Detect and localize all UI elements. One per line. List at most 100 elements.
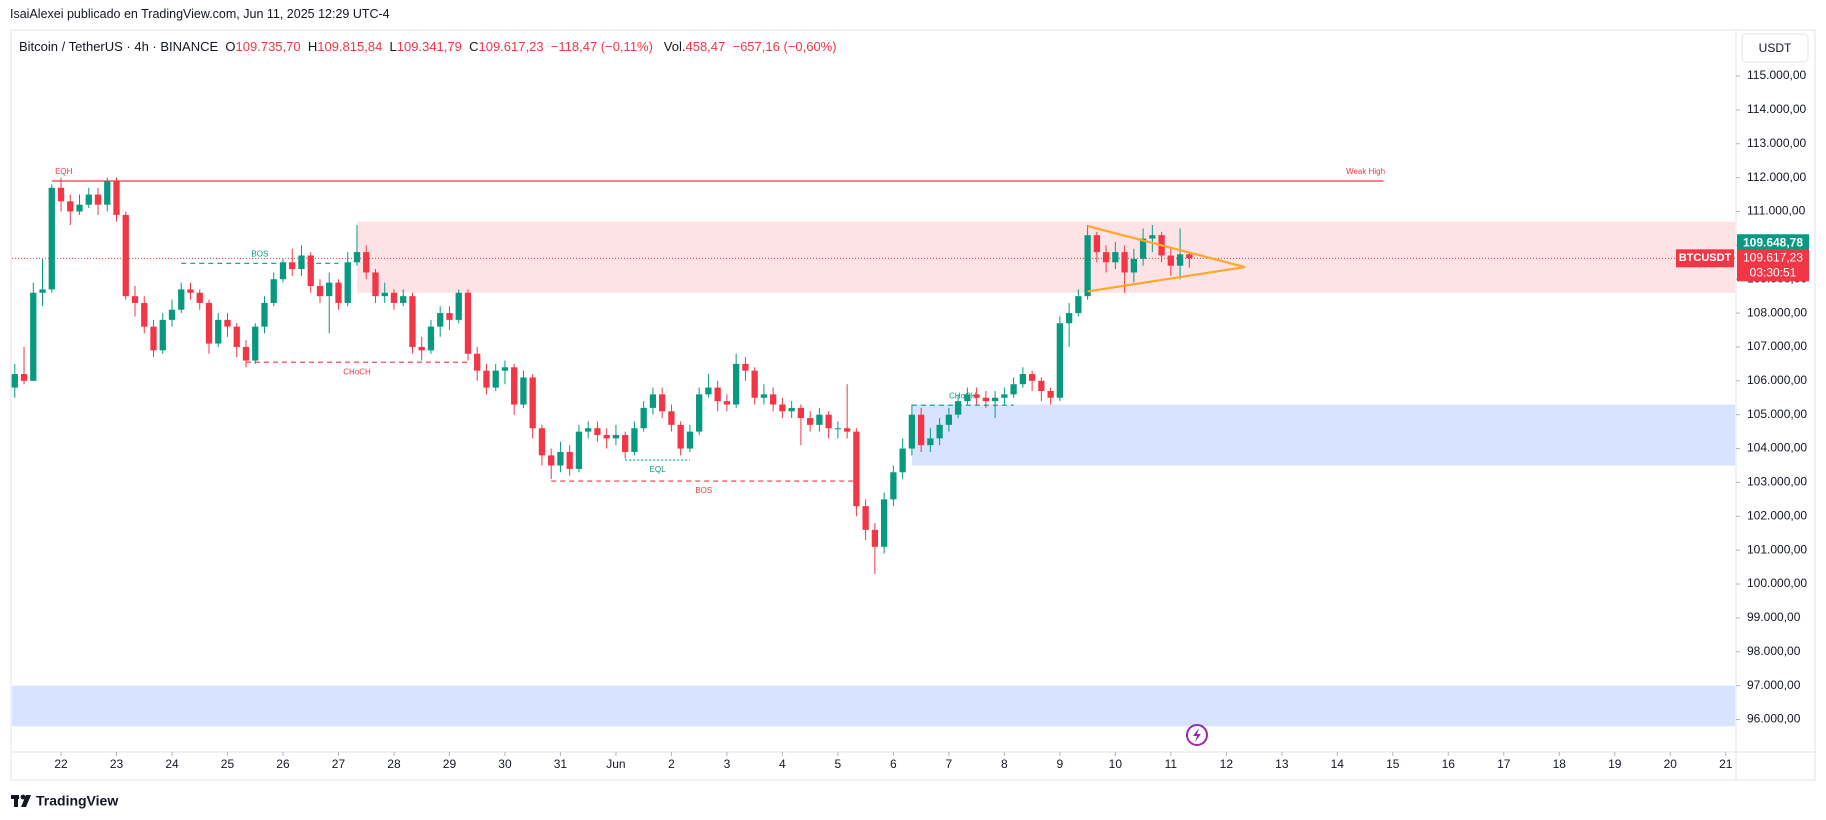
candle-body xyxy=(834,428,842,430)
candle-body xyxy=(57,187,65,202)
candle-body xyxy=(594,428,601,436)
level-label: CHoCH xyxy=(343,367,371,376)
candle-body xyxy=(400,296,407,303)
candle-body xyxy=(270,279,277,303)
x-tick-label: 17 xyxy=(1497,757,1511,771)
candle-body xyxy=(1186,254,1193,259)
candle-body xyxy=(307,255,314,286)
x-tick-label: 4 xyxy=(779,757,786,771)
candle-body xyxy=(696,394,703,432)
candle-body xyxy=(1001,394,1008,398)
zone xyxy=(911,404,1735,466)
ohlc-value: 109.617,23 xyxy=(478,39,544,54)
y-tick-label: 104.000,00 xyxy=(1747,441,1807,455)
candle-body xyxy=(917,414,925,446)
candle-body xyxy=(1121,252,1128,273)
x-tick-label: 2 xyxy=(668,757,675,771)
candle-body xyxy=(261,302,268,327)
candle-body xyxy=(233,326,240,347)
ohlc-key: O xyxy=(225,39,236,54)
level-label: EQH xyxy=(55,167,73,176)
candle-body xyxy=(733,363,740,405)
x-tick-label: 7 xyxy=(946,757,953,771)
x-tick-label: 26 xyxy=(276,757,290,771)
candle-body xyxy=(150,326,157,351)
ohlc-key: C xyxy=(469,39,479,54)
candle-body xyxy=(825,414,832,429)
y-tick-label: 96.000,00 xyxy=(1747,712,1801,726)
candle-body xyxy=(779,404,786,412)
candle-body xyxy=(141,302,148,327)
volume-value: 458,47 xyxy=(685,39,726,54)
candle-body xyxy=(520,377,527,405)
level-label: BOS xyxy=(695,486,712,495)
triangle-pattern xyxy=(1087,224,1246,293)
candle-body xyxy=(390,292,398,303)
candle-body xyxy=(85,194,92,205)
lightning-icon xyxy=(1186,724,1208,746)
candle-body xyxy=(1084,235,1091,297)
candle-body xyxy=(178,289,185,310)
candle-body xyxy=(492,370,499,388)
candle-body xyxy=(1056,323,1064,398)
candle-body xyxy=(215,319,222,344)
candle-body xyxy=(1038,380,1045,391)
candle-body xyxy=(1019,374,1027,385)
currency-button[interactable] xyxy=(1741,33,1809,63)
candle-body xyxy=(742,363,749,371)
candle-body xyxy=(880,499,888,547)
y-tick-label: 111.000,00 xyxy=(1747,204,1806,218)
candle-body xyxy=(723,401,731,405)
y-tick-label: 103.000,00 xyxy=(1747,475,1807,489)
x-tick-label: 9 xyxy=(1057,757,1064,771)
candle-body xyxy=(122,214,129,297)
candle-body xyxy=(252,326,259,361)
y-tick-label: 100.000,00 xyxy=(1747,576,1807,590)
candle-body xyxy=(483,370,490,388)
attribution: IsaiAlexei publicado en TradingView.com,… xyxy=(10,7,390,21)
candle-body xyxy=(113,181,120,215)
candle-body xyxy=(1176,254,1184,266)
x-tick-label: 21 xyxy=(1719,757,1733,771)
x-tick-label: 29 xyxy=(443,757,457,771)
y-tick-label: 108.000,00 xyxy=(1747,305,1807,319)
candle-body xyxy=(1028,374,1036,381)
price-label: 109.617,23 xyxy=(1743,250,1803,264)
candle-body xyxy=(316,285,324,297)
candle-body xyxy=(168,309,176,320)
candle-body xyxy=(501,367,509,371)
x-tick-label: 13 xyxy=(1275,757,1289,771)
candle-body xyxy=(1102,252,1110,263)
pane-border xyxy=(10,29,1816,781)
candle-body xyxy=(529,377,536,429)
x-tick-label: 14 xyxy=(1331,757,1345,771)
candle-body xyxy=(705,387,712,395)
candle-body xyxy=(363,252,370,273)
candle-body xyxy=(612,435,620,439)
candle-body xyxy=(686,431,694,449)
candle-body xyxy=(991,397,999,402)
candle-body xyxy=(455,292,462,320)
candle-body xyxy=(575,431,583,469)
candle-body xyxy=(557,451,564,466)
symbol-tag: BTCUSDT xyxy=(1679,252,1732,264)
brand-logo xyxy=(11,794,31,807)
candle-body xyxy=(1149,235,1156,239)
candle-body xyxy=(427,326,435,351)
candle-body xyxy=(298,255,305,270)
brand-name: TradingView xyxy=(36,793,118,809)
candle-body xyxy=(67,201,74,212)
candle-body xyxy=(807,418,814,425)
x-tick-label: 27 xyxy=(332,757,346,771)
currency-label[interactable]: USDT xyxy=(1759,41,1792,55)
y-tick-label: 106.000,00 xyxy=(1747,373,1807,387)
price-label-box xyxy=(1737,234,1809,253)
candle-body xyxy=(20,374,28,381)
candle-body xyxy=(751,370,758,398)
candle-body xyxy=(224,319,231,327)
candle-body xyxy=(372,272,379,297)
x-tick-label: 31 xyxy=(554,757,568,771)
candle-body xyxy=(982,397,990,402)
